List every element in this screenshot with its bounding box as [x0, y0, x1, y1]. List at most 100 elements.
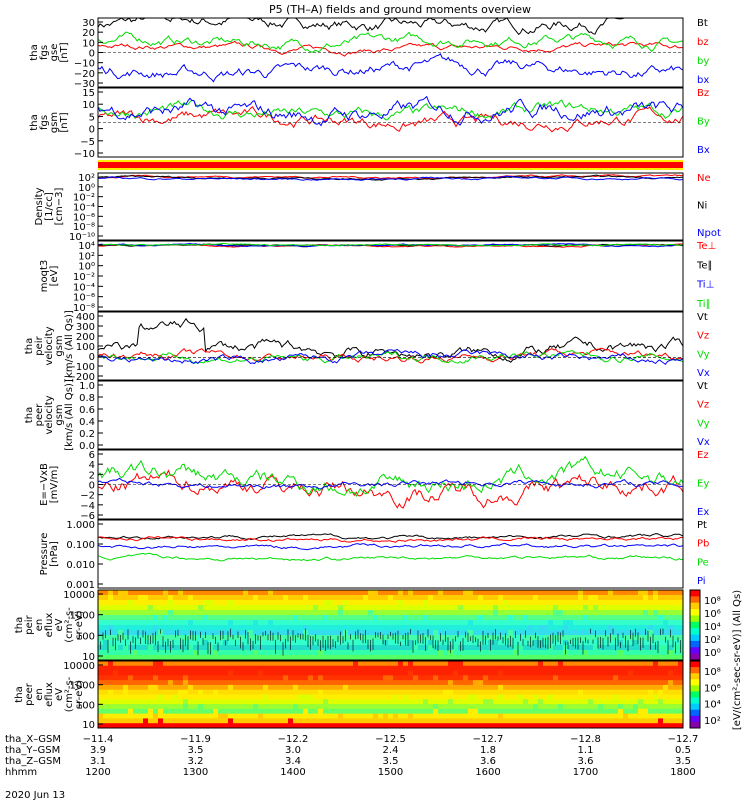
spectrogram-cell	[188, 665, 194, 671]
spectrogram-cell	[398, 635, 404, 641]
spectrogram-cell	[538, 661, 544, 667]
spectrogram-cell	[128, 620, 134, 626]
spectrogram-cell	[213, 605, 219, 611]
spectrogram-cell	[648, 661, 654, 667]
spectrogram-cell	[323, 718, 329, 724]
spectrogram-cell	[668, 661, 674, 667]
spectrogram-cell	[303, 600, 309, 606]
spectrogram-cell	[463, 699, 469, 705]
spectrogram-cell	[323, 630, 329, 636]
spectrogram-cell	[653, 713, 659, 719]
spectrogram-cell	[613, 635, 619, 641]
spectrogram-cell	[233, 699, 239, 705]
spectrogram-cell	[653, 704, 659, 710]
spectrogram-cell	[373, 699, 379, 705]
spectrogram-cell	[388, 610, 394, 616]
spectrogram-cell	[663, 625, 669, 631]
spectrogram-cell	[418, 684, 424, 691]
spectrogram-cell	[418, 689, 424, 695]
spectrogram-cell	[603, 620, 609, 626]
spectrogram-cell	[618, 670, 624, 676]
y-tick-label: 0	[89, 352, 95, 363]
spectrogram-cell	[278, 620, 284, 626]
spectrogram-cell	[253, 615, 259, 621]
spectrogram-cell	[538, 684, 544, 691]
spectrogram-cell	[223, 670, 229, 676]
spectrogram-cell	[508, 713, 514, 719]
spectrogram-cell	[478, 699, 484, 705]
spectrogram-cell	[133, 590, 139, 596]
spectrogram-cell	[603, 645, 609, 651]
spectrogram-cell	[428, 675, 434, 681]
spectrogram-cell	[368, 625, 374, 631]
spectrogram-cell	[373, 620, 379, 626]
spectrogram-cell	[478, 595, 484, 601]
spectrogram-cell	[533, 620, 539, 626]
spectrogram-cell	[368, 600, 374, 606]
spectrogram-cell	[468, 665, 474, 671]
spectrogram-cell	[613, 655, 619, 661]
spectrogram-cell	[293, 694, 299, 700]
spectrogram-cell	[508, 620, 514, 626]
spectrogram-cell	[658, 661, 664, 667]
spectrogram-cell	[418, 723, 424, 729]
spectrogram-cell	[603, 640, 609, 646]
spectrogram-cell	[108, 620, 114, 626]
spectrogram-cell	[448, 615, 454, 621]
spectrogram-cell	[563, 694, 569, 700]
spectrogram-cell	[608, 620, 614, 626]
spectrogram-cell	[203, 661, 209, 667]
spectrogram-cell	[333, 680, 339, 686]
legend-Pt: Pt	[697, 520, 707, 531]
x-row-value: −12.2	[278, 734, 309, 745]
spectrogram-cell	[158, 718, 164, 724]
y-tick-label: 0.8	[79, 393, 95, 404]
spectrogram-cell	[628, 708, 634, 715]
spectrogram-cell	[223, 699, 229, 705]
spectrogram-cell	[288, 661, 294, 667]
spectrogram-cell	[678, 665, 684, 671]
spectrogram-cell	[493, 605, 499, 611]
spectrogram-cell	[573, 655, 579, 661]
spectrogram-cell	[108, 650, 114, 656]
spectrogram-cell	[373, 625, 379, 631]
spectrogram-cell	[278, 630, 284, 636]
spectrogram-cell	[408, 590, 414, 596]
y-tick-label: 10000	[63, 590, 95, 601]
spectrogram-cell	[183, 625, 189, 631]
spectrogram-cell	[428, 665, 434, 671]
spectrogram-cell	[273, 704, 279, 710]
spectrogram-cell	[478, 635, 484, 641]
spectrogram-cell	[98, 610, 104, 616]
spectrogram-cell	[278, 645, 284, 651]
spectrogram-cell	[263, 680, 269, 686]
spectrogram-cell	[203, 620, 209, 626]
spectrogram-cell	[223, 590, 229, 596]
spectrogram-cell	[263, 645, 269, 651]
spectrogram-cell	[653, 684, 659, 691]
spectrogram-cell	[503, 684, 509, 691]
spectrogram-cell	[403, 689, 409, 695]
spectrogram-cell	[248, 699, 254, 705]
spectrogram-cell	[288, 675, 294, 681]
spectrogram-cell	[593, 689, 599, 695]
spectrogram-cell	[298, 675, 304, 681]
spectrogram-cell	[543, 661, 549, 667]
spectrogram-cell	[113, 694, 119, 700]
spectrogram-cell	[488, 680, 494, 686]
spectrogram-cell	[508, 645, 514, 651]
spectrogram-cell	[198, 684, 204, 691]
spectrogram-cell	[623, 665, 629, 671]
spectrogram-cell	[593, 600, 599, 606]
spectrogram-cell	[363, 590, 369, 596]
spectrogram-cell	[243, 620, 249, 626]
spectrogram-cell	[398, 670, 404, 676]
legend-Ez: Ez	[697, 450, 709, 461]
spectrogram-cell	[568, 645, 574, 651]
spectrogram-cell	[218, 675, 224, 681]
spectrogram-cell	[158, 680, 164, 686]
spectrogram-cell	[453, 718, 459, 724]
spectrogram-cell	[568, 684, 574, 691]
spectrogram-cell	[303, 610, 309, 616]
spectrogram-cell	[283, 704, 289, 710]
